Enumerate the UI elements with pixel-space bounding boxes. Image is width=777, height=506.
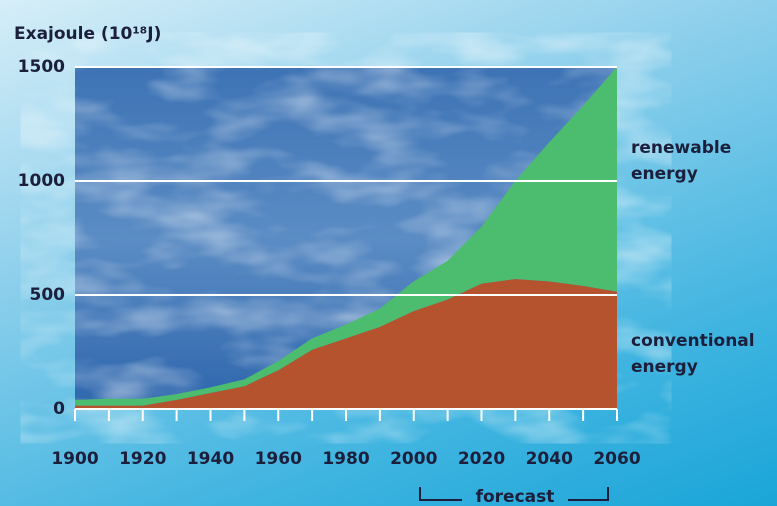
y-tick-label: 1000 xyxy=(18,171,65,191)
x-tick-label: 1920 xyxy=(119,449,166,469)
y-tick-label: 500 xyxy=(30,285,66,305)
x-tick-label: 1900 xyxy=(51,449,98,469)
forecast-bracket xyxy=(419,487,609,501)
y-tick-label: 1500 xyxy=(18,57,65,77)
area xyxy=(75,67,617,406)
x-tick-label: 2060 xyxy=(593,449,640,469)
legend-label: conventional energy xyxy=(631,331,755,378)
y-axis-label: Exajoule (10¹⁸J) xyxy=(14,24,161,44)
y-tick-label: 0 xyxy=(53,399,65,419)
annotation: forecast xyxy=(476,487,555,506)
legend-label: renewable energy xyxy=(631,138,732,185)
area xyxy=(75,279,617,409)
x-tick-label: 2040 xyxy=(526,449,573,469)
x-tick-label: 2000 xyxy=(390,449,437,469)
x-tick-label: 1940 xyxy=(187,449,234,469)
x-tick-label: 1960 xyxy=(255,449,302,469)
x-tick-label: 1980 xyxy=(322,449,369,469)
x-tick-label: 2020 xyxy=(458,449,505,469)
